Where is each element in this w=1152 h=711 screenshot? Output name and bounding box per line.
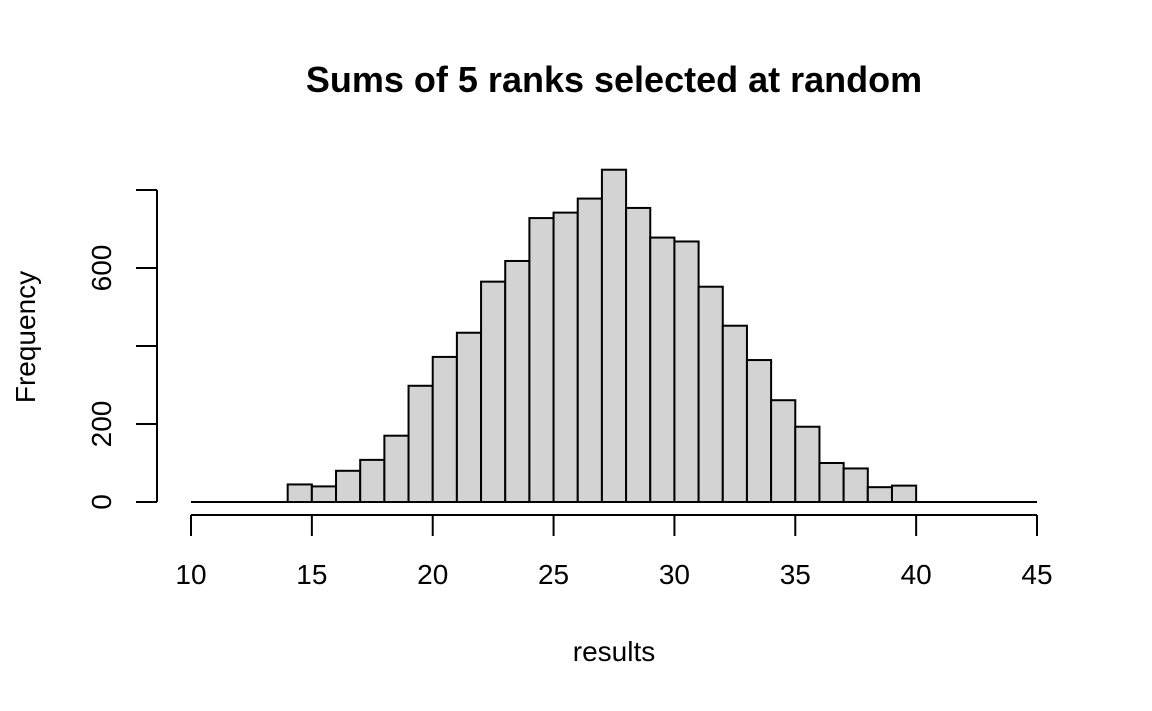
x-axis: 10 15 20 25 30 35 40 45 [175,514,1053,590]
histogram-bar [842,467,869,503]
bars-group [286,168,918,504]
histogram-bar [866,486,893,503]
y-axis: 0 200 600 [86,189,158,510]
histogram-bar [697,285,724,503]
histogram-bar [673,240,700,503]
histogram-bar [359,458,386,504]
histogram-bar [528,217,555,504]
histogram-bar [480,280,507,503]
y-tick-label: 600 [86,245,117,292]
histogram-bar [504,259,531,504]
x-tick-label: 25 [538,559,569,590]
histogram-bar [335,469,362,503]
histogram-bar [407,384,434,503]
histogram-bar [794,425,821,504]
x-tick-label: 40 [901,559,932,590]
x-tick-label: 35 [780,559,811,590]
histogram-bar [310,485,338,503]
histogram-bar [745,359,773,504]
histogram-bar [455,331,483,503]
y-tick-label: 0 [86,494,117,510]
y-tick-label: 200 [86,401,117,448]
histogram-bar [286,483,313,504]
x-tick-label: 45 [1021,559,1052,590]
x-tick-label: 20 [417,559,448,590]
x-tick-label: 30 [659,559,690,590]
chart-title: Sums of 5 ranks selected at random [306,59,922,100]
histogram-bar [770,399,797,503]
histogram-bar [600,168,628,503]
x-tick-label: 15 [296,559,327,590]
histogram-bar [649,236,676,504]
histogram-bar [721,324,748,503]
x-axis-label: results [573,636,655,667]
histogram-bar [625,206,652,503]
histogram-bar [818,462,845,503]
x-tick-label: 10 [175,559,206,590]
histogram-bar [890,484,918,503]
histogram-bar [383,434,410,504]
histogram-bar [552,211,579,503]
y-axis-label: Frequency [10,271,41,403]
histogram-bar [576,197,603,504]
histogram-bar [431,355,458,504]
